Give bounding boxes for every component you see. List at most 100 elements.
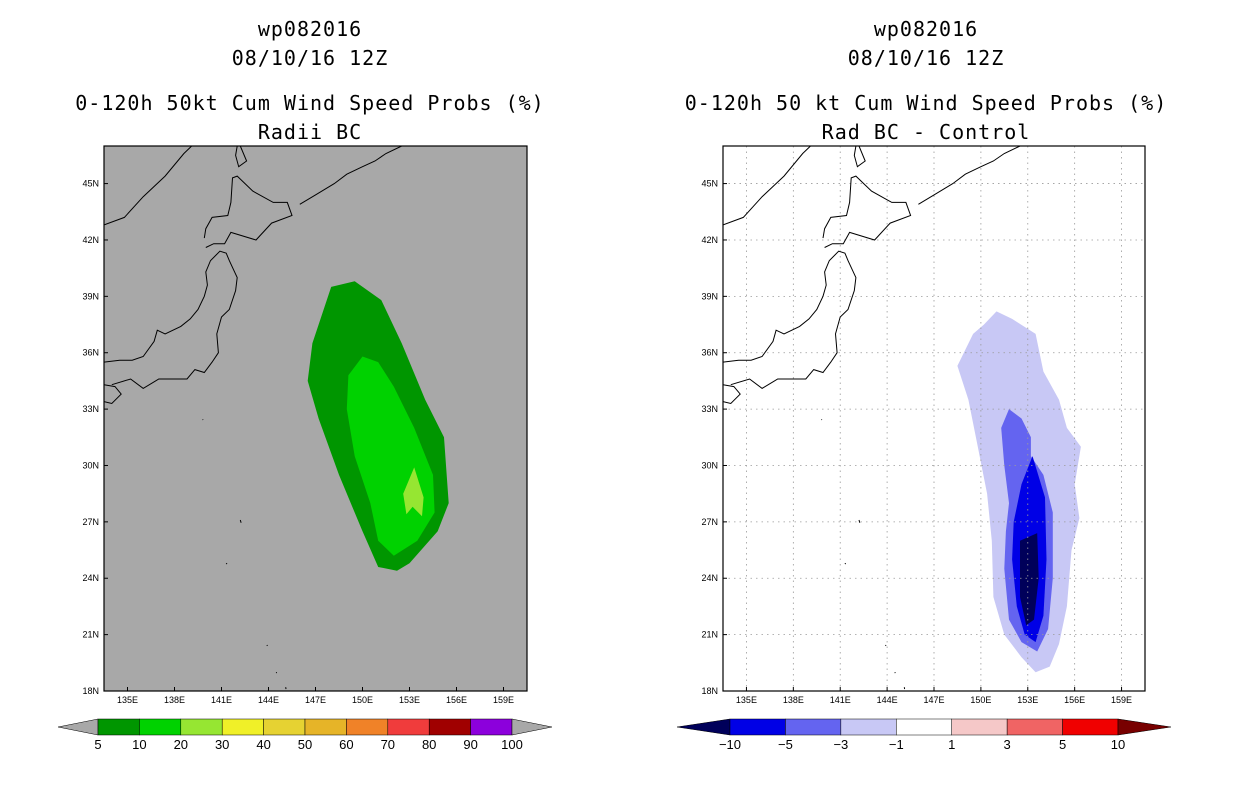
colorbar-probability-difference: −10 −5 −3 −1 1 3 5 10 (676, 718, 1172, 752)
left-product-title: 0-120h 50kt Cum Wind Speed Probs (%) (75, 91, 545, 115)
x-tick-label: 159E (493, 695, 514, 705)
colorbar-swatch (729, 718, 786, 736)
colorbar-label: 80 (422, 737, 436, 752)
y-tick-label: 45N (701, 179, 718, 189)
map-panel-wind-speed-probability: 135E 138E 141E 144E 147E 150E 153E 156E 159E 18N 2… (82, 145, 528, 705)
colorbar-label: 40 (256, 737, 270, 752)
x-tick-label: 135E (736, 695, 757, 705)
right-product-title: 0-120h 50 kt Cum Wind Speed Probs (%) (684, 91, 1168, 115)
colorbar-swatch (1062, 718, 1119, 736)
x-tick-label: 159E (1111, 695, 1132, 705)
coastline-bonin (239, 519, 242, 523)
coastline-marcus (885, 644, 887, 647)
x-tick-label: 153E (399, 695, 420, 705)
y-tick-label: 21N (701, 630, 718, 640)
colorbar-swatch (97, 718, 140, 736)
colorbar-under-triangle (57, 718, 99, 736)
y-tick-label: 33N (701, 404, 718, 414)
colorbar-swatch (180, 718, 223, 736)
coastline-sakhalin (235, 146, 248, 168)
coastline-honshu (723, 250, 857, 390)
colorbar-swatch (139, 718, 182, 736)
map-content (104, 146, 449, 690)
left-subtitle: Radii BC (257, 120, 363, 144)
coastline-hokkaido (203, 175, 293, 248)
right-panel-title: wp082016 08/10/16 12Z 0-120h 50 kt Cum W… (646, 15, 1206, 147)
y-tick-label: 24N (701, 573, 718, 583)
coastline-bonin2 (225, 562, 228, 565)
y-tick-label: 33N (82, 404, 99, 414)
colorbar-swatch (785, 718, 842, 736)
colorbar-swatch (346, 718, 389, 736)
coastline-shikoku (723, 384, 741, 405)
colorbar-swatch (387, 718, 430, 736)
colorbar-label: 100 (501, 737, 523, 752)
left-panel-title: wp082016 08/10/16 12Z 0-120h 50kt Cum Wi… (30, 15, 590, 147)
coastline-hokkaido (822, 175, 912, 248)
colorbar-wind-speed-probability: 5 10 20 30 40 50 60 70 80 90 100 (57, 718, 553, 752)
colorbar-label: 1 (948, 737, 955, 752)
coastline-kurils (918, 146, 1021, 205)
map-background (104, 146, 527, 691)
coastline-kurils (299, 146, 402, 205)
x-tick-label: 153E (1017, 695, 1038, 705)
x-tick-label: 141E (830, 695, 851, 705)
contour-20-30 (403, 467, 424, 517)
y-tick-label: 24N (82, 573, 99, 583)
y-tick-label: 21N (82, 630, 99, 640)
colorbar-over-triangle (1117, 718, 1172, 736)
colorbar-swatch (263, 718, 306, 736)
x-tick-label: 135E (117, 695, 138, 705)
colorbar-swatch (304, 718, 347, 736)
coastline-siberia (104, 146, 193, 226)
left-date: 08/10/16 12Z (231, 46, 389, 70)
colorbar-swatch (470, 718, 513, 736)
x-tick-label: 147E (305, 695, 326, 705)
colorbar-swatch (221, 718, 264, 736)
coastline-honshu (104, 250, 238, 390)
colorbar-label: 30 (215, 737, 229, 752)
coastline-bonin2 (844, 562, 847, 565)
y-tick-label: 27N (82, 517, 99, 527)
colorbar-label: −3 (833, 737, 848, 752)
y-tick-label: 42N (82, 235, 99, 245)
y-tick-label: 36N (701, 348, 718, 358)
y-tick-label: 39N (701, 291, 718, 301)
y-tick-label: 45N (82, 179, 99, 189)
y-tick-label: 42N (701, 235, 718, 245)
x-tick-label: 156E (1064, 695, 1085, 705)
y-tick-label: 27N (701, 517, 718, 527)
colorbar-label: 60 (339, 737, 353, 752)
colorbar-swatch (1006, 718, 1063, 736)
left-storm-id: wp082016 (257, 17, 363, 41)
colorbar-label: 3 (1004, 737, 1011, 752)
x-tick-label: 147E (923, 695, 944, 705)
colorbar-label: 5 (1059, 737, 1066, 752)
y-tick-label: 36N (82, 348, 99, 358)
coastline-siberia (723, 146, 811, 226)
colorbar-label: 5 (94, 737, 101, 752)
right-storm-id: wp082016 (873, 17, 979, 41)
coastline-bonin (858, 519, 861, 523)
coastline-shikoku (104, 384, 122, 405)
y-tick-label: 18N (82, 686, 99, 696)
colorbar-label: 50 (298, 737, 312, 752)
colorbar-swatch (428, 718, 471, 736)
x-tick-label: 156E (446, 695, 467, 705)
right-date: 08/10/16 12Z (847, 46, 1005, 70)
x-tick-label: 141E (211, 695, 232, 705)
colorbar-label: 90 (463, 737, 477, 752)
colorbar-label: 20 (174, 737, 188, 752)
map-content (723, 146, 1145, 691)
map-background (723, 146, 1145, 691)
colorbar-label: 10 (1111, 737, 1125, 752)
x-tick-label: 144E (258, 695, 279, 705)
colorbar-swatch (840, 718, 897, 736)
x-tick-label: 144E (877, 695, 898, 705)
y-tick-label: 30N (82, 460, 99, 470)
right-subtitle: Rad BC - Control (821, 120, 1031, 144)
x-tick-label: 150E (352, 695, 373, 705)
colorbar-over-triangle (511, 718, 553, 736)
map-panel-probability-difference: 135E 138E 141E 144E 147E 150E 153E 156E 159E 18N 2… (701, 145, 1146, 705)
